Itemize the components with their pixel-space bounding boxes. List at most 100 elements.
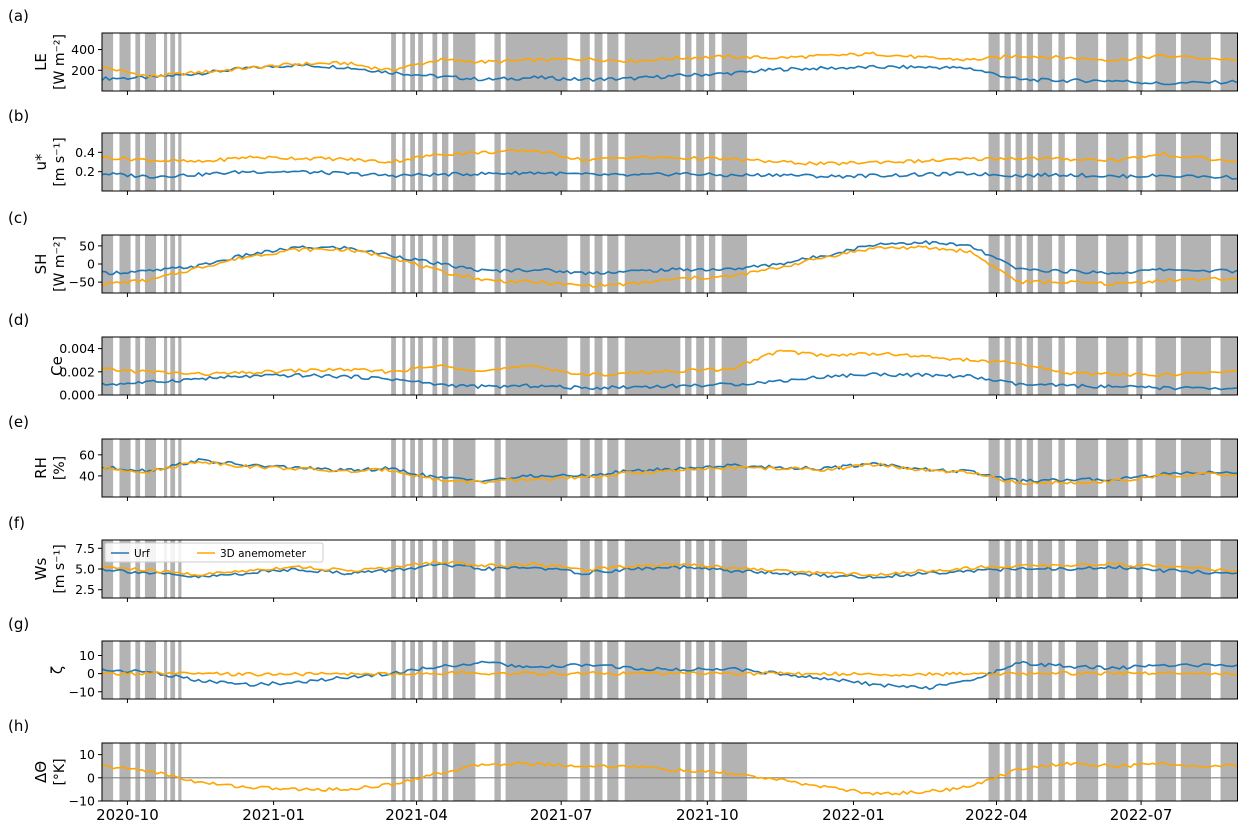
shaded-period (442, 133, 449, 191)
shaded-period (1136, 235, 1143, 293)
shaded-period (1106, 33, 1129, 91)
shaded-period (1075, 133, 1099, 191)
shaded-period (505, 235, 568, 293)
panel-c: −50 0 50 (c) SH [W m⁻²] (8, 209, 1238, 297)
x-tick-label: 2022-07 (1110, 806, 1173, 824)
shaded-period (135, 235, 141, 293)
panel-label: (f) (8, 514, 25, 532)
shaded-period (721, 641, 748, 699)
y-axis-unit-label: [W m⁻²] (52, 236, 68, 292)
shaded-period (580, 540, 590, 598)
x-tick-label: 2020-10 (96, 806, 159, 824)
shaded-period (494, 337, 501, 395)
shaded-period (1220, 540, 1238, 598)
shaded-period (119, 235, 131, 293)
y-tick-label: 10 (79, 747, 95, 762)
shaded-period (442, 743, 449, 801)
shaded-period (178, 439, 182, 497)
series-line-urf (102, 660, 1238, 690)
shaded-period (988, 235, 1000, 293)
shaded-period (988, 133, 1000, 191)
y-axis-unit-label: [W m⁻²] (52, 34, 68, 90)
shaded-period (119, 337, 131, 395)
shaded-period (721, 337, 748, 395)
shaded-period (135, 33, 141, 91)
y-tick-label: −10 (69, 794, 95, 809)
shaded-period (178, 540, 182, 598)
shaded-period (494, 743, 501, 801)
shaded-period (442, 439, 449, 497)
shaded-period (1015, 33, 1022, 91)
shaded-period (135, 743, 141, 801)
y-tick-label: 10 (79, 648, 95, 663)
shaded-period (607, 235, 619, 293)
shaded-period (102, 133, 114, 191)
shaded-period (418, 133, 423, 191)
panel-label: (d) (8, 311, 29, 329)
shaded-period (494, 133, 501, 191)
shaded-period (402, 235, 406, 293)
shaded-period (1220, 743, 1238, 801)
shaded-period (453, 439, 476, 497)
shaded-period (102, 235, 114, 293)
y-tick-label: 40 (79, 468, 95, 483)
shaded-period (418, 743, 423, 801)
shaded-period (453, 540, 476, 598)
shaded-period (1015, 133, 1022, 191)
shaded-period (144, 337, 157, 395)
shaded-period (624, 235, 681, 293)
shaded-period (418, 33, 423, 91)
shaded-period (685, 337, 692, 395)
shaded-period (708, 235, 716, 293)
series-line-3d-anemometer (102, 559, 1238, 577)
shaded-period (432, 540, 438, 598)
shaded-period (685, 235, 692, 293)
x-tick-label: 2021-07 (530, 806, 593, 824)
y-tick-label: 0.4 (75, 145, 95, 160)
shaded-period (418, 439, 423, 497)
y-axis-unit-label: [°K] (52, 758, 68, 785)
shaded-period (1106, 235, 1129, 293)
panel-d: 0.000 0.002 0.004 (d) Ce (8, 311, 1238, 403)
shaded-period (1136, 337, 1143, 395)
shaded-period (163, 641, 168, 699)
shaded-period (1155, 641, 1177, 699)
shaded-period (1037, 439, 1053, 497)
shaded-period (1026, 235, 1034, 293)
shaded-period (170, 133, 176, 191)
y-axis-label: RH (32, 457, 50, 479)
shaded-period (594, 33, 603, 91)
y-axis-label: ζ (48, 666, 66, 674)
shaded-period (1180, 641, 1211, 699)
shaded-period (624, 133, 681, 191)
shaded-period (580, 133, 590, 191)
shaded-period (418, 337, 423, 395)
shaded-period (1026, 439, 1034, 497)
shaded-period (696, 133, 705, 191)
shaded-period (170, 540, 176, 598)
shaded-period (988, 743, 1000, 801)
shaded-period (708, 337, 716, 395)
series-line-3d-anemometer (102, 148, 1238, 166)
shaded-period (685, 540, 692, 598)
shaded-period (1180, 337, 1211, 395)
shaded-period (1004, 641, 1011, 699)
shaded-period (410, 235, 415, 293)
x-tick-label: 2021-04 (385, 806, 448, 824)
shaded-period (135, 439, 141, 497)
shaded-period (580, 33, 590, 91)
shaded-period (1004, 439, 1011, 497)
shaded-period (163, 33, 168, 91)
shaded-period (624, 439, 681, 497)
series-line-urf (102, 169, 1238, 180)
shaded-period (1106, 133, 1129, 191)
shaded-period (607, 641, 619, 699)
shaded-period (1004, 743, 1011, 801)
shaded-period (178, 33, 182, 91)
y-tick-label: 2.5 (75, 582, 95, 597)
shaded-period (685, 743, 692, 801)
shaded-period (505, 133, 568, 191)
shaded-period (163, 133, 168, 191)
panel-e: 40 60 (e) RH [%] (8, 413, 1238, 501)
